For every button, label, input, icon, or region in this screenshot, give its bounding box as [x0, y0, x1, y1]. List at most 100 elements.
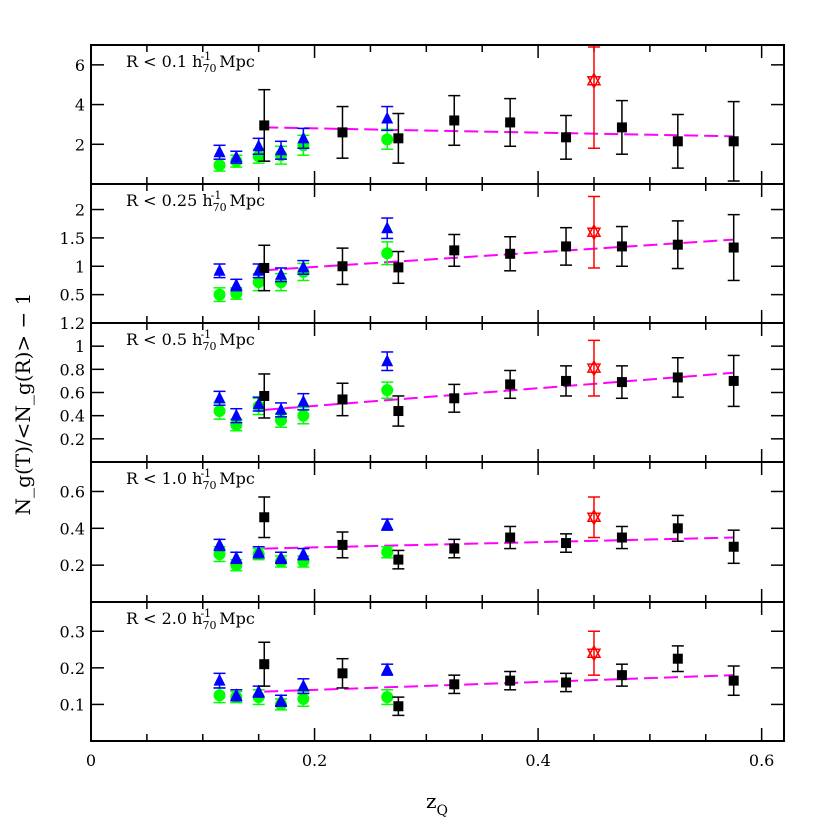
black-point	[616, 122, 627, 133]
green-point	[381, 133, 394, 146]
black-point	[393, 701, 404, 712]
label-layer: 2 4 6 R < 0.1 h70-1 Mpc 0.5 1 1.5 2 R < 0.25 h70…	[11, 50, 774, 819]
red-point	[586, 512, 602, 526]
fit-line	[264, 371, 734, 411]
green-point	[381, 691, 394, 704]
black-point	[672, 523, 683, 534]
black-point	[561, 132, 572, 143]
black-point	[672, 136, 683, 147]
blue-point	[275, 550, 288, 563]
black-point	[259, 262, 270, 273]
panel-3-label: R < 0.5 h70-1 Mpc	[126, 328, 255, 353]
red-point	[586, 648, 602, 662]
y-tick-label: 0.4	[60, 407, 85, 426]
y-tick-label: 1	[75, 257, 85, 276]
black-point	[259, 120, 270, 131]
y-tick-label: 0.6	[60, 482, 85, 501]
panel-4-label: R < 1.0 h70-1 Mpc	[126, 467, 255, 492]
blue-point	[230, 150, 243, 163]
black-point	[337, 261, 348, 272]
y-tick-label: 1.2	[60, 314, 85, 333]
fit-line	[264, 674, 734, 693]
black-point	[616, 241, 627, 252]
blue-point	[297, 260, 310, 273]
blue-point	[275, 267, 288, 280]
black-point	[505, 117, 516, 128]
red-point	[586, 359, 602, 373]
black-point	[337, 668, 348, 679]
black-point	[393, 133, 404, 144]
blue-point	[213, 391, 226, 404]
black-point	[672, 653, 683, 664]
y-tick-label: 0.8	[60, 360, 85, 379]
blue-point	[275, 143, 288, 156]
y-tick-label: 0.6	[60, 384, 85, 403]
black-point	[561, 677, 572, 688]
black-point	[449, 679, 460, 690]
panel-5-frame	[90, 601, 785, 742]
black-point	[561, 241, 572, 252]
black-point	[393, 554, 404, 565]
blue-point	[381, 517, 394, 530]
black-point	[449, 393, 460, 404]
black-point	[672, 372, 683, 383]
blue-point	[252, 397, 265, 410]
fit-line	[264, 238, 734, 272]
blue-point	[381, 221, 394, 234]
blue-point	[213, 673, 226, 686]
black-point	[393, 406, 404, 417]
black-point	[393, 262, 404, 273]
blue-point	[297, 679, 310, 692]
y-tick-label: 6	[75, 56, 85, 75]
black-point	[728, 242, 739, 253]
black-point	[616, 670, 627, 681]
y-tick-label: 4	[75, 96, 85, 115]
panel-1-label: R < 0.1 h70-1 Mpc	[126, 50, 255, 75]
green-point	[252, 150, 265, 163]
blue-point	[213, 145, 226, 158]
x-tick-label: 0.6	[749, 751, 774, 770]
black-point	[616, 377, 627, 388]
blue-point	[230, 408, 243, 421]
black-point	[449, 245, 460, 256]
red-point	[586, 508, 602, 523]
y-tick-label: 1	[75, 337, 85, 356]
black-point	[561, 375, 572, 386]
red-point	[586, 644, 602, 658]
x-tick-label: 0	[86, 751, 96, 770]
y-tick-label: 2	[75, 135, 85, 154]
black-point	[672, 239, 683, 250]
blue-point	[230, 550, 243, 563]
x-axis-label: zQ	[426, 789, 448, 819]
black-point	[337, 394, 348, 405]
green-point	[381, 247, 394, 260]
frame-layer	[90, 44, 785, 742]
black-point	[505, 532, 516, 543]
green-point	[213, 159, 226, 172]
green-point	[213, 405, 226, 418]
green-point	[213, 288, 226, 301]
black-point	[728, 541, 739, 552]
blue-point	[381, 662, 394, 675]
black-point	[728, 675, 739, 686]
black-point	[728, 136, 739, 147]
black-point	[259, 390, 270, 401]
black-point	[259, 512, 270, 523]
y-tick-label: 0.2	[60, 556, 85, 575]
green-point	[381, 546, 394, 559]
blue-point	[297, 131, 310, 144]
blue-point	[213, 537, 226, 550]
red-point	[586, 223, 602, 237]
black-point	[259, 659, 270, 670]
blue-point	[297, 547, 310, 560]
black-point	[449, 115, 460, 126]
green-point	[213, 689, 226, 702]
blue-point	[230, 277, 243, 290]
x-tick-label: 0.4	[525, 751, 550, 770]
blue-point	[230, 688, 243, 701]
blue-point	[213, 263, 226, 276]
blue-point	[252, 684, 265, 697]
black-point	[505, 248, 516, 259]
x-tick-label: 0.2	[302, 751, 327, 770]
